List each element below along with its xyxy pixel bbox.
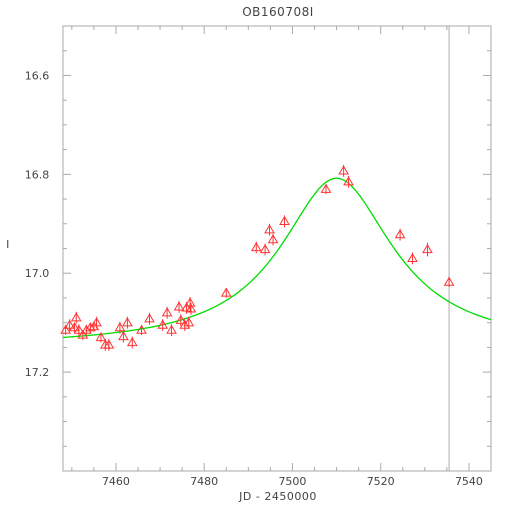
data-point xyxy=(264,223,275,236)
model-fit-curve xyxy=(62,177,492,339)
x-tick-label: 7500 xyxy=(278,475,306,488)
triangle-marker xyxy=(250,242,262,252)
triangle-marker xyxy=(77,329,89,339)
triangle-marker xyxy=(343,176,354,186)
data-point xyxy=(118,330,129,343)
data-point xyxy=(91,316,102,329)
x-tick-label: 7520 xyxy=(367,475,395,488)
triangle-marker xyxy=(95,332,107,342)
triangle-marker xyxy=(91,317,102,327)
y-axis: 16.6 16.8 17.0 17.2 xyxy=(25,25,491,447)
triangle-marker xyxy=(136,324,147,334)
triangle-marker xyxy=(84,322,96,332)
data-point xyxy=(126,336,138,349)
data-point xyxy=(73,324,85,337)
data-point xyxy=(338,164,350,177)
y-tick-label: 17.0 xyxy=(25,267,50,280)
triangle-marker xyxy=(279,215,290,225)
data-points xyxy=(60,164,455,351)
triangle-marker xyxy=(443,276,455,286)
triangle-marker xyxy=(166,324,177,334)
data-point xyxy=(267,233,279,246)
data-point xyxy=(185,302,197,315)
data-point xyxy=(157,319,169,332)
data-point xyxy=(166,324,177,337)
triangle-marker xyxy=(144,313,155,323)
triangle-marker xyxy=(173,301,185,311)
triangle-marker xyxy=(118,331,129,341)
data-point xyxy=(422,242,433,257)
triangle-marker xyxy=(175,314,187,324)
triangle-marker xyxy=(183,317,195,327)
data-point xyxy=(70,311,82,324)
x-axis: 7460 7480 7500 7520 7540 xyxy=(71,26,492,488)
data-point xyxy=(320,183,332,195)
plot-frame xyxy=(62,25,492,472)
triangle-marker xyxy=(267,234,279,244)
data-point xyxy=(64,319,75,332)
y-tick-label: 16.6 xyxy=(25,69,50,82)
data-point xyxy=(343,175,354,188)
triangle-marker xyxy=(320,183,332,193)
triangle-marker xyxy=(69,322,80,332)
triangle-marker xyxy=(179,319,191,329)
triangle-marker xyxy=(220,287,232,297)
triangle-marker xyxy=(60,324,72,334)
data-point xyxy=(161,306,173,319)
data-point xyxy=(173,300,185,313)
data-point xyxy=(259,243,271,256)
triangle-marker xyxy=(407,252,418,263)
data-point xyxy=(122,316,133,329)
x-tick-label: 7480 xyxy=(190,475,218,488)
y-tick-label: 16.8 xyxy=(25,168,50,181)
triangle-marker xyxy=(161,307,173,317)
data-point xyxy=(114,321,126,334)
data-point xyxy=(144,312,155,325)
triangle-marker xyxy=(73,324,85,334)
data-point xyxy=(103,338,115,351)
triangle-marker xyxy=(259,244,271,254)
data-point xyxy=(69,322,80,333)
y-tick-label: 17.2 xyxy=(25,366,50,379)
triangle-marker xyxy=(264,224,275,234)
triangle-marker xyxy=(114,322,126,332)
data-point xyxy=(183,316,195,329)
data-point xyxy=(220,287,232,298)
data-point xyxy=(136,324,147,336)
triangle-marker xyxy=(122,317,133,327)
data-point xyxy=(279,215,290,228)
data-point xyxy=(95,332,107,343)
data-point xyxy=(443,276,455,288)
triangle-marker xyxy=(338,165,350,175)
x-tick-label: 7460 xyxy=(102,475,130,488)
triangle-marker xyxy=(70,312,82,322)
data-point xyxy=(175,314,187,327)
triangle-marker xyxy=(422,244,433,254)
triangle-marker xyxy=(103,339,115,349)
x-axis-label: JD - 2450000 xyxy=(238,490,317,503)
triangle-marker xyxy=(157,319,169,329)
triangle-marker xyxy=(185,303,197,313)
y-axis-label: I xyxy=(6,238,10,251)
x-tick-label: 7540 xyxy=(455,475,483,488)
triangle-marker xyxy=(81,324,92,334)
data-point xyxy=(394,228,406,241)
data-point xyxy=(407,252,418,265)
triangle-marker xyxy=(394,229,406,239)
chart-title: OB160708I xyxy=(242,5,314,19)
triangle-marker xyxy=(64,319,75,329)
triangle-marker xyxy=(126,336,138,347)
data-point xyxy=(250,241,262,254)
